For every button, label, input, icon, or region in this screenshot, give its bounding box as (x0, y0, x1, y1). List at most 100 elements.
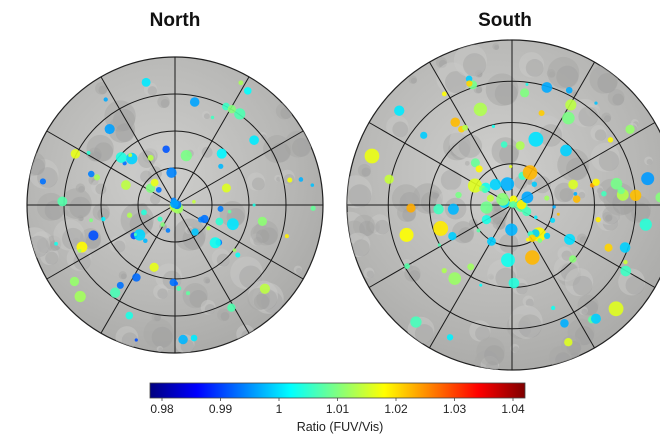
ratio-spot (572, 195, 581, 203)
ratio-spot (556, 212, 560, 216)
ratio-spot (364, 148, 380, 164)
ratio-spot (448, 232, 457, 241)
crater (578, 306, 588, 316)
ratio-spot (235, 252, 241, 258)
crater (476, 337, 505, 366)
ratio-spot (500, 141, 508, 148)
ratio-spot (200, 214, 209, 224)
ratio-spot (147, 154, 154, 161)
crater (557, 246, 573, 262)
ratio-spot (623, 259, 628, 265)
ratio-spot (110, 287, 121, 298)
ratio-spot (191, 228, 199, 236)
ratio-spot (160, 222, 165, 227)
ratio-spot (508, 277, 520, 289)
ratio-spot (150, 178, 159, 187)
ratio-spot (509, 201, 517, 208)
ratio-spot (238, 80, 244, 86)
crater (157, 95, 170, 109)
ratio-spot (252, 203, 256, 207)
ratio-spot (537, 238, 543, 243)
ratio-spot (162, 145, 170, 153)
ratio-spot (121, 180, 131, 190)
ratio-spot (132, 273, 141, 282)
crater (293, 265, 303, 274)
crater (108, 115, 136, 143)
ratio-spot (178, 334, 188, 345)
crater (522, 295, 535, 308)
ratio-spot (562, 111, 575, 125)
crater (463, 159, 470, 166)
ratio-spot (210, 115, 215, 120)
colorbar-tick-label: 1.02 (384, 402, 408, 416)
ratio-spot (462, 124, 469, 131)
ratio-spot (455, 191, 462, 199)
crater (607, 89, 625, 106)
ratio-spot (538, 110, 545, 117)
ratio-spot (227, 303, 236, 312)
meridian (511, 61, 595, 206)
ratio-spot (595, 216, 601, 223)
ratio-spot (437, 243, 441, 247)
ratio-spot (149, 262, 159, 272)
crater (570, 98, 599, 128)
crater (217, 308, 230, 322)
ratio-spot (641, 172, 655, 186)
ratio-spot (466, 80, 473, 87)
ratio-spot (619, 242, 631, 253)
ratio-spot (287, 177, 293, 183)
ratio-spot (221, 183, 231, 193)
ratio-spot (515, 141, 525, 151)
ratio-spot (568, 179, 578, 190)
ratio-spot (227, 209, 232, 214)
colorbar-tick-label: 0.98 (150, 402, 174, 416)
ratio-spot (218, 163, 224, 169)
colorbar-tick-label: 1.03 (442, 402, 467, 416)
ratio-spot (505, 223, 518, 236)
ratio-spot (133, 233, 137, 237)
ratio-spot (125, 311, 134, 320)
crater (145, 189, 161, 205)
ratio-spot (475, 165, 483, 173)
ratio-spot (629, 189, 642, 202)
ratio-spot (528, 234, 537, 242)
ratio-spot (399, 227, 414, 242)
meridian (511, 204, 595, 349)
crater (201, 110, 211, 120)
ratio-spot (441, 267, 447, 274)
crater (432, 161, 463, 192)
colorbar-tick-label: 1.04 (501, 402, 525, 416)
ratio-spot (226, 218, 239, 231)
meridian (174, 76, 250, 206)
ratio-spot (617, 186, 625, 195)
ratio-spot (143, 238, 148, 244)
ratio-spot (134, 338, 138, 342)
ratio-spot (216, 148, 227, 159)
ratio-spot (232, 248, 237, 252)
ratio-spot (480, 201, 493, 214)
crater (554, 182, 574, 203)
ratio-spot (565, 86, 573, 94)
meridian (46, 130, 176, 206)
crater (274, 174, 282, 182)
ratio-spot (128, 153, 133, 158)
ratio-spot (552, 205, 556, 209)
ratio-spot (509, 164, 513, 169)
crater (182, 283, 208, 309)
ratio-spot (384, 174, 394, 184)
ratio-spot (133, 229, 146, 241)
crater (230, 256, 263, 290)
ratio-spot (639, 218, 652, 231)
ratio-spot (185, 291, 191, 296)
ratio-spot (550, 217, 556, 223)
crater (246, 172, 266, 191)
ratio-spot (522, 165, 538, 180)
ratio-spot (101, 216, 106, 222)
ratio-spot (592, 178, 600, 186)
ratio-spot (564, 338, 573, 347)
ratio-spot (625, 124, 635, 134)
crater (143, 318, 174, 349)
ratio-spot (486, 194, 494, 202)
crater (219, 200, 246, 227)
ratio-spot (70, 149, 81, 159)
